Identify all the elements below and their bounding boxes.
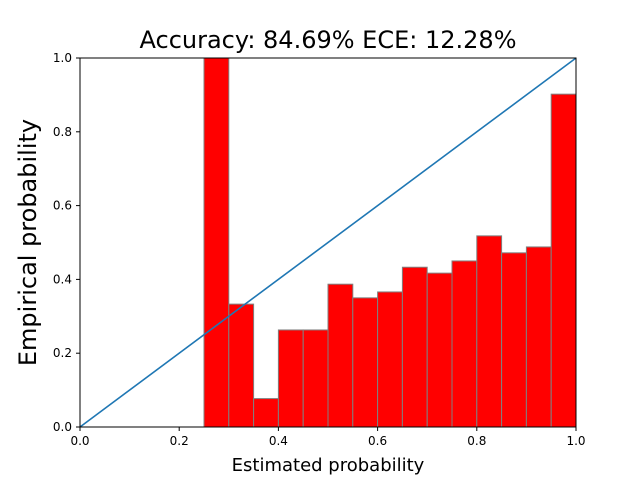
- x-tick-label-0: 0.0: [70, 434, 89, 448]
- bar-14: [550, 93, 577, 428]
- y-axis-label: Empirical probability: [14, 119, 42, 366]
- bar-10: [451, 260, 478, 428]
- bar-8: [401, 266, 428, 428]
- bar-6: [352, 297, 379, 428]
- x-tick-label-3: 0.6: [368, 434, 387, 448]
- x-axis-ticks: 0.0 0.2 0.4 0.6 0.8 1.0: [70, 427, 586, 448]
- bar-0: [203, 57, 230, 428]
- perfect-calibration-line: [79, 57, 577, 428]
- plot-frame: [79, 57, 577, 428]
- x-tick-label-2: 0.4: [269, 434, 288, 448]
- bars-group: [203, 57, 577, 428]
- y-tick-label-1: 0.2: [53, 346, 72, 360]
- x-tick-label-5: 1.0: [566, 434, 585, 448]
- x-axis-label: Estimated probability: [232, 455, 425, 476]
- x-tick-label-4: 0.8: [467, 434, 486, 448]
- bar-13: [525, 246, 552, 428]
- chart-title: Accuracy: 84.69% ECE: 12.28%: [140, 26, 517, 54]
- bar-4: [302, 329, 329, 428]
- y-axis-ticks: 0.0 0.2 0.4 0.6 0.8 1.0: [53, 51, 80, 434]
- y-tick-label-0: 0.0: [53, 420, 72, 434]
- bar-12: [501, 252, 527, 428]
- bar-1: [228, 303, 255, 428]
- bar-3: [277, 329, 304, 428]
- bar-2: [253, 398, 279, 428]
- y-tick-label-5: 1.0: [53, 51, 72, 65]
- bar-5: [327, 283, 354, 428]
- bar-9: [426, 272, 453, 428]
- y-tick-label-2: 0.4: [53, 272, 72, 286]
- x-tick-label-1: 0.2: [170, 434, 189, 448]
- bar-7: [377, 291, 403, 428]
- y-tick-label-4: 0.8: [53, 125, 72, 139]
- bar-11: [476, 235, 503, 428]
- y-tick-label-3: 0.6: [53, 199, 72, 213]
